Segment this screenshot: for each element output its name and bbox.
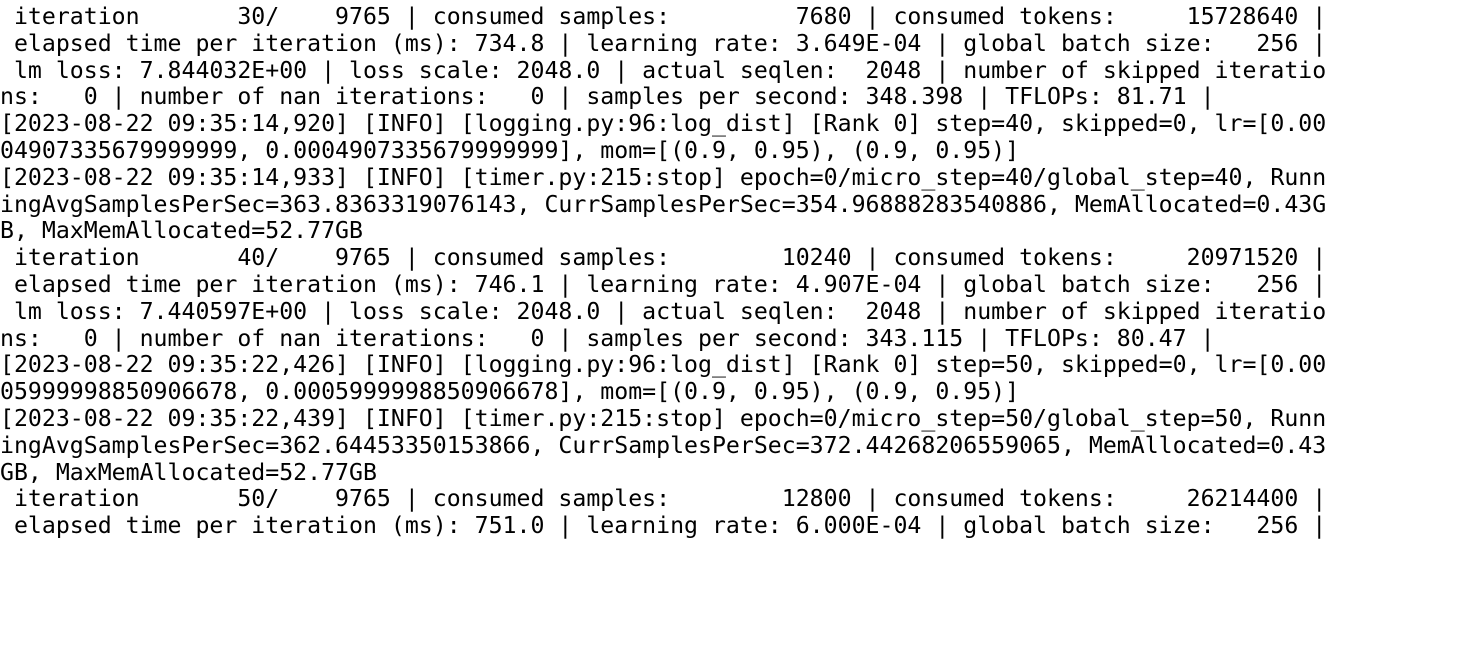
terminal-line: iteration 30/ 9765 | consumed samples: 7… [0, 3, 1327, 30]
terminal-line: ns: 0 | number of nan iterations: 0 | sa… [0, 83, 1215, 111]
terminal-line: GB, MaxMemAllocated=52.77GB [0, 458, 377, 486]
terminal-line: ns: 0 | number of nan iterations: 0 | sa… [0, 324, 1215, 352]
terminal-line: [2023-08-22 09:35:22,426] [INFO] [loggin… [0, 351, 1327, 379]
terminal-line: elapsed time per iteration (ms): 734.8 |… [0, 29, 1327, 57]
terminal-line: [2023-08-22 09:35:14,920] [INFO] [loggin… [0, 110, 1327, 138]
terminal-line: 05999998850906678, 0.0005999998850906678… [0, 378, 1020, 406]
terminal-line: elapsed time per iteration (ms): 751.0 |… [0, 512, 1327, 540]
terminal-line: [2023-08-22 09:35:22,439] [INFO] [timer.… [0, 404, 1327, 432]
terminal-line: elapsed time per iteration (ms): 746.1 |… [0, 270, 1327, 298]
terminal-line: iteration 50/ 9765 | consumed samples: 1… [0, 485, 1327, 513]
terminal-line: iteration 40/ 9765 | consumed samples: 1… [0, 244, 1327, 272]
terminal-line: lm loss: 7.440597E+00 | loss scale: 2048… [0, 297, 1327, 325]
terminal-line: lm loss: 7.844032E+00 | loss scale: 2048… [0, 56, 1327, 84]
terminal-line: 04907335679999999, 0.0004907335679999999… [0, 136, 1020, 164]
terminal-line: B, MaxMemAllocated=52.77GB [0, 217, 363, 245]
terminal-line: ingAvgSamplesPerSec=363.8363319076143, C… [0, 190, 1327, 218]
terminal-line: ingAvgSamplesPerSec=362.64453350153866, … [0, 431, 1327, 459]
terminal-line: [2023-08-22 09:35:14,933] [INFO] [timer.… [0, 163, 1327, 191]
